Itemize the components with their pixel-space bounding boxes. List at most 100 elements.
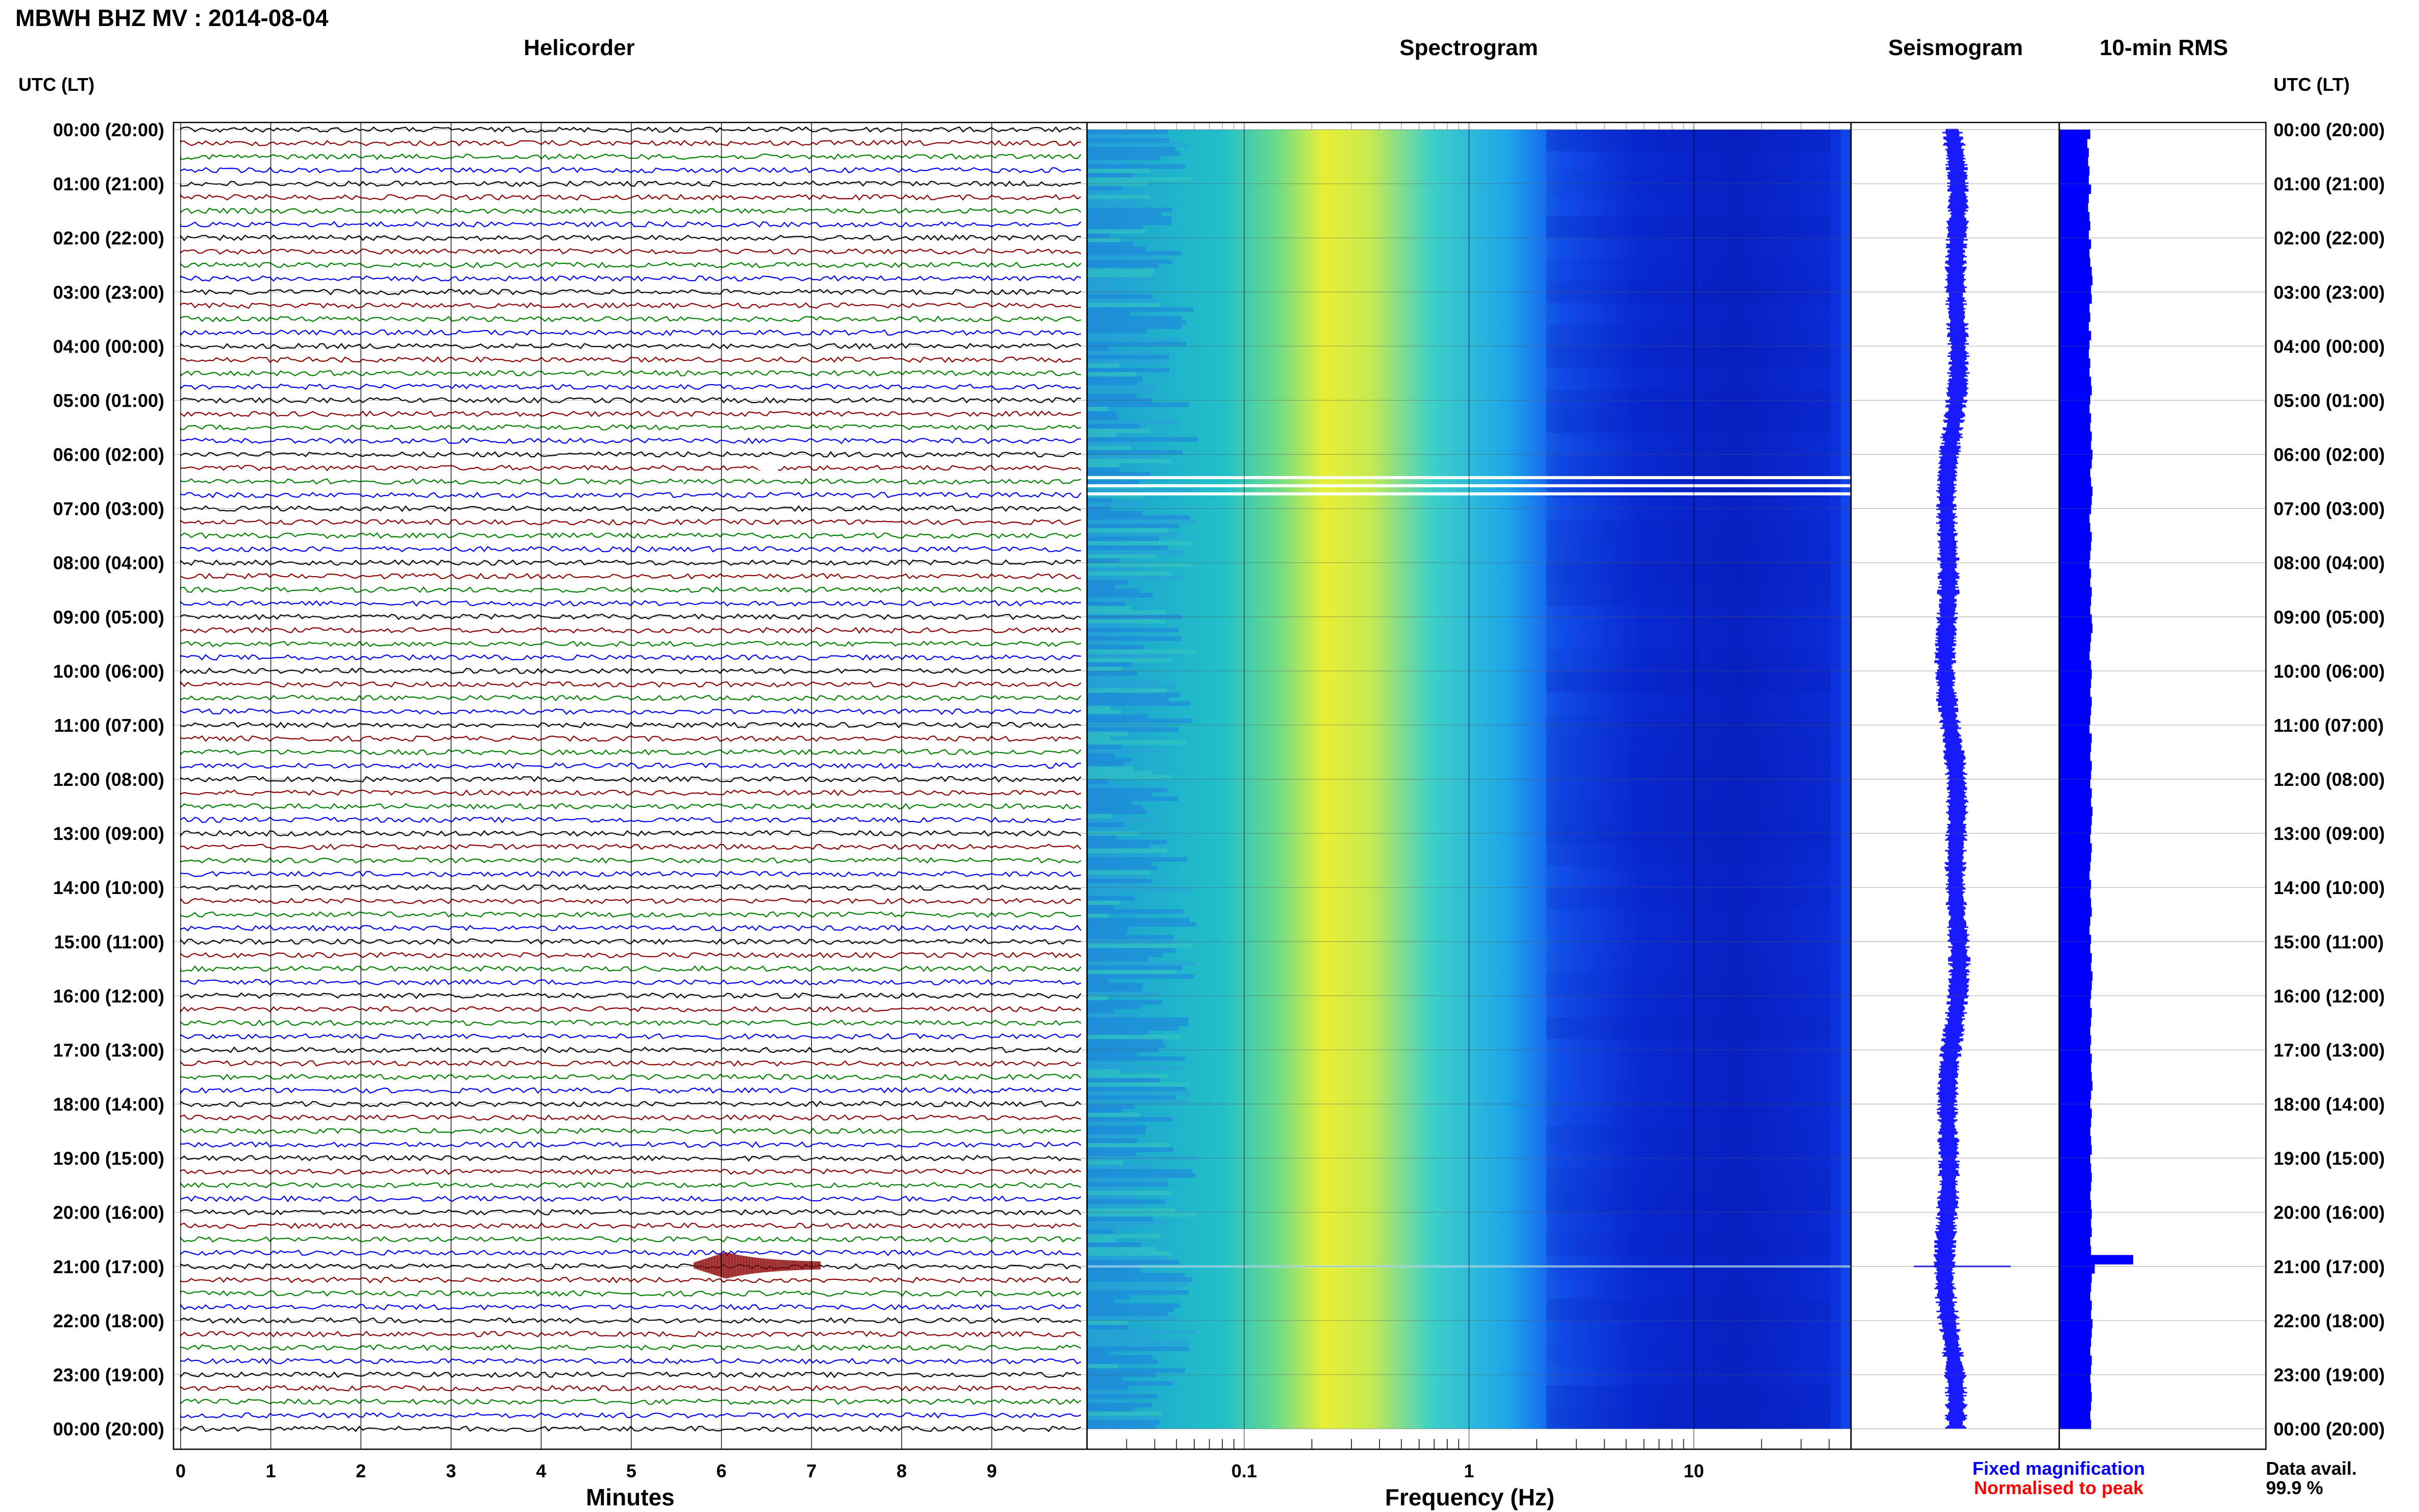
time-tick-right: 04:00 (00:00) — [2274, 336, 2385, 357]
time-tick-right: 05:00 (01:00) — [2274, 390, 2385, 411]
spectrogram-stripe — [1087, 433, 1117, 438]
spectrogram-stripe — [1087, 844, 1149, 849]
time-tick-left: 20:00 (16:00) — [53, 1202, 164, 1223]
spectrogram-band — [1546, 259, 1831, 282]
helicorder-trace — [180, 884, 1081, 891]
spectrogram-edge — [1841, 130, 1851, 1429]
helicorder-trace — [180, 1114, 1081, 1121]
minute-tick-label: 2 — [356, 1460, 366, 1481]
helicorder-trace — [180, 1141, 1081, 1148]
spectrogram-stripe — [1087, 315, 1181, 320]
rms-bar — [2059, 843, 2092, 853]
spectrogram-stripe — [1087, 281, 1109, 286]
spectrogram-stripe — [1087, 593, 1153, 598]
rms-bar — [2059, 861, 2090, 871]
spectrogram-stripe — [1087, 887, 1192, 893]
spectrogram-stripe — [1087, 532, 1179, 537]
spectrogram-stripe — [1087, 285, 1144, 290]
rms-bar — [2059, 596, 2091, 606]
helicorder-trace — [180, 600, 1081, 607]
spectrogram-band — [1546, 1082, 1831, 1104]
rms-bar — [2059, 523, 2090, 533]
spectrogram-line — [1694, 130, 1697, 1429]
rms-bar — [2059, 175, 2089, 185]
spectrogram-stripe — [1087, 688, 1167, 693]
time-tick-left: 12:00 (08:00) — [53, 769, 164, 790]
spectrogram-stripe — [1087, 645, 1145, 650]
rms-bar — [2059, 294, 2092, 304]
helicorder-trace — [180, 722, 1081, 729]
spectrogram-stripe — [1087, 692, 1180, 698]
spectrogram-stripe — [1087, 896, 1134, 901]
spectrogram-stripe — [1087, 1316, 1175, 1321]
spectrogram-band — [1546, 1017, 1831, 1039]
rms-bar — [2059, 303, 2090, 313]
helicorder-trace — [180, 153, 1081, 160]
spectrogram-stripe — [1087, 346, 1108, 351]
rms-bar — [2059, 1420, 2091, 1429]
spectrogram-band — [1546, 324, 1831, 346]
helicorder-trace — [180, 1236, 1081, 1243]
rms-bar — [2059, 687, 2090, 698]
helicorder-trace — [180, 1155, 1081, 1162]
helicorder-trace — [180, 424, 1081, 431]
spectrogram-stripe — [1087, 948, 1176, 953]
spectrogram-stripe — [1087, 259, 1172, 264]
spectrogram-stripe — [1087, 727, 1179, 732]
spectrogram-stripe — [1087, 606, 1131, 611]
helicorder-trace — [180, 857, 1081, 864]
rms-bar — [2059, 550, 2090, 560]
time-tick-left: 19:00 (15:00) — [53, 1148, 164, 1169]
spectrogram-stripe — [1087, 1217, 1153, 1222]
spectrogram-stripe — [1087, 151, 1180, 156]
spectrogram-stripe — [1087, 441, 1130, 447]
spectrogram-stripe — [1087, 1398, 1131, 1403]
rms-bar — [2059, 321, 2089, 332]
spectrogram-stripe — [1087, 627, 1179, 632]
rms-bar — [2059, 925, 2090, 935]
spectrogram-band — [1546, 1277, 1831, 1299]
minute-tick-label: 6 — [717, 1460, 727, 1481]
spectrogram-stripe — [1087, 407, 1108, 412]
rms-bar — [2059, 230, 2089, 240]
spectrogram-stripe — [1087, 736, 1110, 741]
spectrogram-stripe — [1087, 944, 1193, 949]
spectrogram-stripe — [1087, 567, 1138, 572]
helicorder-gap — [758, 466, 778, 470]
spectrogram-stripe — [1087, 1251, 1171, 1256]
spectrogram-band — [1546, 130, 1831, 152]
spectrogram-stripe — [1087, 164, 1185, 169]
spectrogram-stripe — [1087, 1208, 1175, 1213]
helicorder-trace — [180, 816, 1081, 824]
spectrogram-stripe — [1087, 160, 1127, 165]
spectrogram-band — [1546, 1104, 1831, 1126]
spectrogram-band — [1546, 541, 1831, 563]
rms-bar — [2059, 1255, 2133, 1265]
rms-bar — [2059, 761, 2092, 771]
spectrogram-stripe — [1087, 1346, 1190, 1351]
rms-bar — [2059, 697, 2092, 707]
helicorder-trace — [180, 789, 1081, 797]
spectrogram-stripe — [1087, 294, 1153, 299]
spectrogram-stripe — [1087, 1013, 1138, 1018]
rms-bar — [2059, 285, 2091, 295]
rms-bar — [2059, 147, 2089, 158]
helicorder-trace — [180, 1398, 1081, 1405]
spectrogram-stripe — [1087, 1112, 1140, 1118]
rms-bar — [2059, 797, 2091, 807]
helicorder-trace — [180, 667, 1081, 675]
rms-bar — [2059, 742, 2091, 752]
rms-bar — [2059, 605, 2090, 615]
helicorder-trace — [180, 1249, 1081, 1256]
spectrogram-band — [1546, 736, 1831, 758]
spectrogram-band — [1546, 865, 1831, 888]
rms-bar — [2059, 1365, 2091, 1375]
rms-bar — [2059, 806, 2093, 816]
spectrogram-band — [1546, 974, 1831, 996]
spectrogram-stripe — [1087, 883, 1147, 888]
spectrogram-stripe — [1087, 991, 1160, 996]
helicorder-trace — [180, 749, 1081, 756]
time-tick-left: 05:00 (01:00) — [53, 390, 164, 411]
spectrogram-stripe — [1087, 480, 1140, 485]
rms-bar — [2059, 1282, 2091, 1292]
